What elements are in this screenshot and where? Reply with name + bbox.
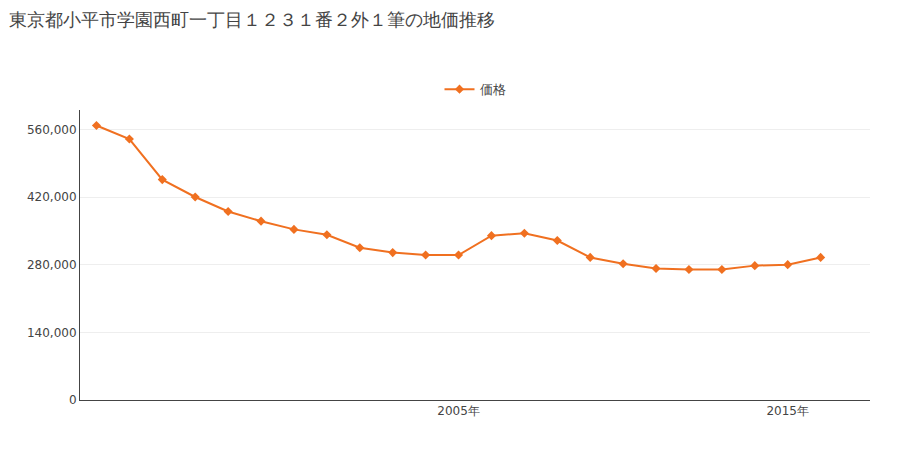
svg-text:420,000: 420,000	[27, 190, 77, 204]
svg-text:0: 0	[69, 393, 77, 407]
svg-text:2005年: 2005年	[437, 404, 480, 418]
svg-text:2015年: 2015年	[766, 404, 809, 418]
svg-text:140,000: 140,000	[27, 326, 77, 340]
svg-text:東京都小平市学園西町一丁目１２３１番２外１筆の地価推移: 東京都小平市学園西町一丁目１２３１番２外１筆の地価推移	[9, 9, 495, 30]
svg-text:価格: 価格	[480, 82, 506, 97]
svg-text:560,000: 560,000	[27, 123, 77, 137]
svg-text:280,000: 280,000	[27, 258, 77, 272]
